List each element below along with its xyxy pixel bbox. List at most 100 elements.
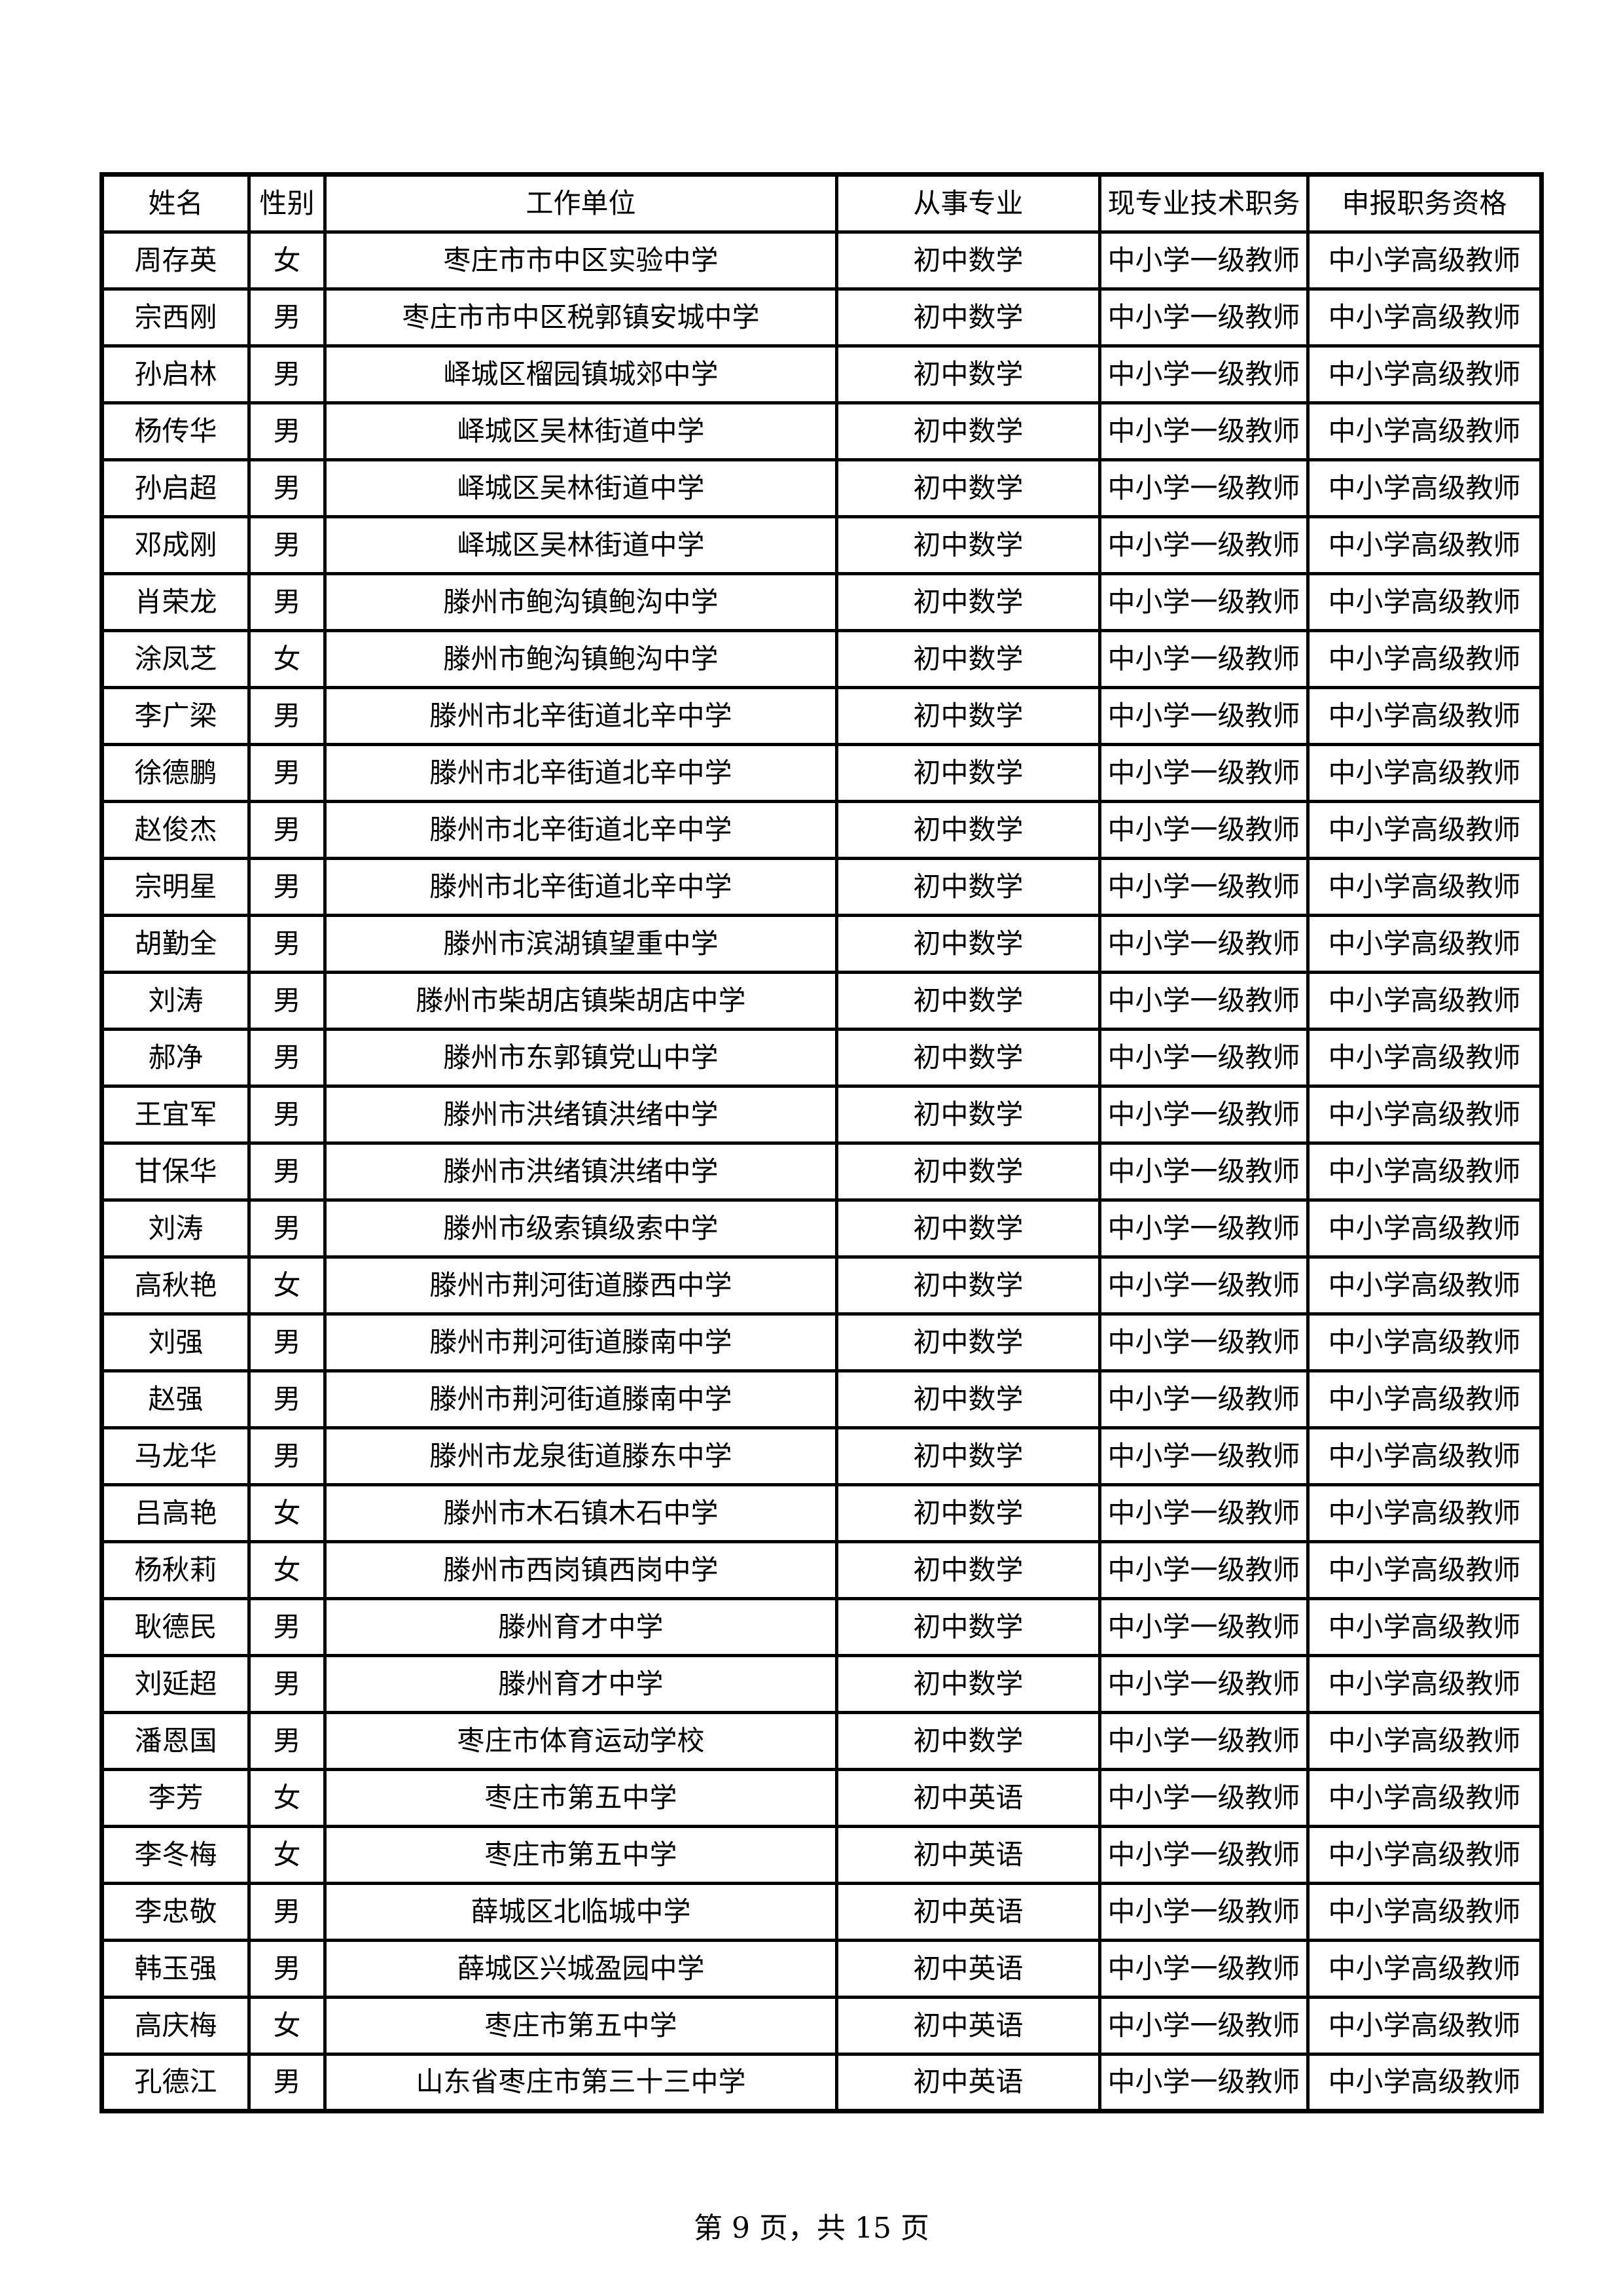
cell-applied_title: 中小学高级教师: [1306, 1711, 1543, 1771]
table-row: 吕高艳女滕州市木石镇木石中学 初中数学 中小学一级教师 中小学高级教师: [100, 1483, 1543, 1543]
cell-applied_title: 中小学高级教师: [1306, 1085, 1543, 1145]
cell-specialty: 初中英语: [835, 1939, 1101, 1999]
cell-specialty: 初中数学: [835, 1141, 1101, 1202]
table-row: 孙启林男峄城区榴园镇城郊中学 初中数学 中小学一级教师 中小学高级教师: [100, 344, 1543, 404]
cell-specialty: 初中英语: [835, 2053, 1101, 2113]
cell-name: 徐德鹏: [100, 743, 251, 803]
cell-name: 李冬梅: [100, 1825, 251, 1885]
cell-name: 杨传华: [100, 401, 251, 461]
cell-work_unit: 滕州市北辛街道北辛中学: [323, 686, 838, 746]
table-row: 潘恩国男枣庄市体育运动学校 初中数学 中小学一级教师 中小学高级教师: [100, 1711, 1543, 1771]
table-row: 甘保华男滕州市洪绪镇洪绪中学 初中数学 中小学一级教师 中小学高级教师: [100, 1141, 1543, 1202]
cell-specialty: 初中数学: [835, 1255, 1101, 1316]
cell-current_title: 中小学一级教师: [1098, 971, 1310, 1031]
cell-work_unit: 滕州市木石镇木石中学: [323, 1483, 838, 1543]
cell-specialty: 初中英语: [835, 1825, 1101, 1885]
cell-work_unit: 滕州育才中学: [323, 1597, 838, 1657]
cell-work_unit: 峄城区吴林街道中学: [323, 458, 838, 518]
cell-gender: 男: [247, 1198, 327, 1259]
cell-name: 孔德江: [100, 2053, 251, 2113]
cell-applied_title: 中小学高级教师: [1306, 686, 1543, 746]
table-header-row: 姓名 性别 工作单位 从事专业 现专业技术职务 申报职务资格: [100, 173, 1543, 234]
cell-applied_title: 中小学高级教师: [1306, 1312, 1543, 1372]
cell-applied_title: 中小学高级教师: [1306, 1426, 1543, 1486]
cell-work_unit: 滕州市柴胡店镇柴胡店中学: [323, 971, 838, 1031]
cell-name: 甘保华: [100, 1141, 251, 1202]
cell-gender: 男: [247, 2053, 327, 2113]
cell-work_unit: 薛城区北临城中学: [323, 1882, 838, 1942]
table-row: 宗西刚男枣庄市市中区税郭镇安城中学 初中数学 中小学一级教师 中小学高级教师: [100, 287, 1543, 348]
cell-work_unit: 滕州市西岗镇西岗中学: [323, 1540, 838, 1600]
cell-current_title: 中小学一级教师: [1098, 1483, 1310, 1543]
cell-name: 邓成刚: [100, 515, 251, 575]
cell-name: 胡勤全: [100, 914, 251, 974]
cell-current_title: 中小学一级教师: [1098, 572, 1310, 632]
cell-name: 宗西刚: [100, 287, 251, 348]
cell-gender: 男: [247, 1711, 327, 1771]
cell-work_unit: 枣庄市第五中学: [323, 1768, 838, 1828]
cell-name: 高庆梅: [100, 1996, 251, 2056]
cell-gender: 男: [247, 686, 327, 746]
cell-gender: 男: [247, 971, 327, 1031]
table-row: 孙启超男峄城区吴林街道中学 初中数学 中小学一级教师 中小学高级教师: [100, 458, 1543, 518]
cell-current_title: 中小学一级教师: [1098, 1255, 1310, 1316]
cell-name: 周存英: [100, 230, 251, 291]
cell-gender: 男: [247, 287, 327, 348]
cell-current_title: 中小学一级教师: [1098, 287, 1310, 348]
column-header-current_title: 现专业技术职务: [1098, 173, 1310, 234]
cell-work_unit: 峄城区榴园镇城郊中学: [323, 344, 838, 404]
table-row: 高秋艳女滕州市荆河街道滕西中学 初中数学 中小学一级教师 中小学高级教师: [100, 1255, 1543, 1316]
cell-specialty: 初中数学: [835, 1711, 1101, 1771]
table-row: 刘延超男滕州育才中学 初中数学 中小学一级教师 中小学高级教师: [100, 1654, 1543, 1714]
table-row: 赵强男滕州市荆河街道滕南中学 初中数学 中小学一级教师 中小学高级教师: [100, 1369, 1543, 1429]
cell-work_unit: 山东省枣庄市第三十三中学: [323, 2053, 838, 2113]
cell-current_title: 中小学一级教师: [1098, 1426, 1310, 1486]
cell-current_title: 中小学一级教师: [1098, 629, 1310, 689]
cell-current_title: 中小学一级教师: [1098, 743, 1310, 803]
cell-name: 刘涛: [100, 1198, 251, 1259]
cell-work_unit: 滕州市鲍沟镇鲍沟中学: [323, 572, 838, 632]
cell-name: 李芳: [100, 1768, 251, 1828]
cell-applied_title: 中小学高级教师: [1306, 1597, 1543, 1657]
cell-work_unit: 滕州育才中学: [323, 1654, 838, 1714]
column-header-work_unit: 工作单位: [323, 173, 838, 234]
cell-specialty: 初中数学: [835, 401, 1101, 461]
cell-name: 潘恩国: [100, 1711, 251, 1771]
cell-specialty: 初中数学: [835, 1483, 1101, 1543]
cell-applied_title: 中小学高级教师: [1306, 971, 1543, 1031]
cell-applied_title: 中小学高级教师: [1306, 1882, 1543, 1942]
table-row: 韩玉强男薛城区兴城盈园中学 初中英语 中小学一级教师 中小学高级教师: [100, 1939, 1543, 1999]
table-row: 宗明星男滕州市北辛街道北辛中学 初中数学 中小学一级教师 中小学高级教师: [100, 857, 1543, 917]
cell-current_title: 中小学一级教师: [1098, 1540, 1310, 1600]
cell-current_title: 中小学一级教师: [1098, 1141, 1310, 1202]
cell-name: 肖荣龙: [100, 572, 251, 632]
teacher-roster-table: 姓名 性别 工作单位 从事专业 现专业技术职务 申报职务资格 周存英女枣庄市市中区实验中学…: [99, 172, 1544, 2113]
cell-work_unit: 滕州市北辛街道北辛中学: [323, 857, 838, 917]
cell-applied_title: 中小学高级教师: [1306, 1768, 1543, 1828]
cell-applied_title: 中小学高级教师: [1306, 1939, 1543, 1999]
cell-applied_title: 中小学高级教师: [1306, 2053, 1543, 2113]
cell-specialty: 初中数学: [835, 1312, 1101, 1372]
cell-work_unit: 峄城区吴林街道中学: [323, 401, 838, 461]
cell-work_unit: 滕州市滨湖镇望重中学: [323, 914, 838, 974]
cell-applied_title: 中小学高级教师: [1306, 1654, 1543, 1714]
table-row: 马龙华男滕州市龙泉街道滕东中学 初中数学 中小学一级教师 中小学高级教师: [100, 1426, 1543, 1486]
cell-applied_title: 中小学高级教师: [1306, 800, 1543, 860]
cell-specialty: 初中英语: [835, 1996, 1101, 2056]
cell-work_unit: 滕州市洪绪镇洪绪中学: [323, 1085, 838, 1145]
cell-work_unit: 滕州市东郭镇党山中学: [323, 1028, 838, 1088]
cell-gender: 男: [247, 1369, 327, 1429]
column-header-applied_title: 申报职务资格: [1306, 173, 1543, 234]
column-header-gender: 性别: [247, 173, 327, 234]
table-row: 刘涛男滕州市柴胡店镇柴胡店中学 初中数学 中小学一级教师 中小学高级教师: [100, 971, 1543, 1031]
table-row: 周存英女枣庄市市中区实验中学 初中数学 中小学一级教师 中小学高级教师: [100, 230, 1543, 291]
cell-gender: 男: [247, 1654, 327, 1714]
cell-current_title: 中小学一级教师: [1098, 1369, 1310, 1429]
cell-gender: 男: [247, 458, 327, 518]
table-row: 徐德鹏男滕州市北辛街道北辛中学 初中数学 中小学一级教师 中小学高级教师: [100, 743, 1543, 803]
cell-gender: 男: [247, 572, 327, 632]
cell-specialty: 初中数学: [835, 686, 1101, 746]
cell-applied_title: 中小学高级教师: [1306, 1540, 1543, 1600]
cell-name: 刘延超: [100, 1654, 251, 1714]
